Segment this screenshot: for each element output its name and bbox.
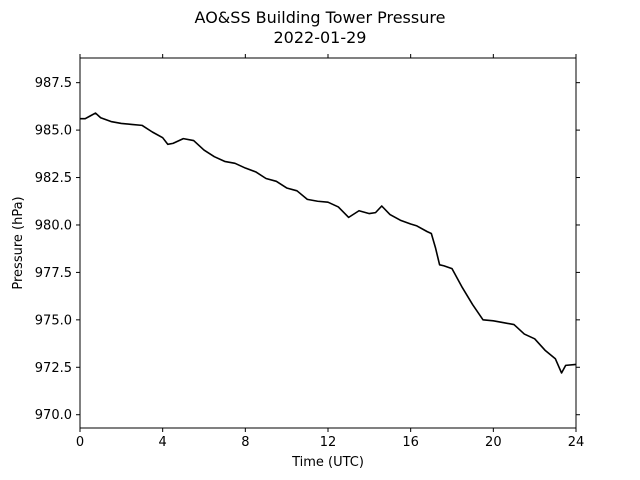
- x-tick-label: 12: [320, 435, 337, 450]
- chart-subtitle: 2022-01-29: [273, 28, 367, 47]
- x-tick-label: 16: [402, 435, 419, 450]
- y-tick-label: 977.5: [35, 266, 72, 281]
- x-tick-label: 0: [76, 435, 84, 450]
- y-axis-label: Pressure (hPa): [11, 196, 26, 289]
- y-tick-label: 987.5: [35, 76, 72, 91]
- chart-title: AO&SS Building Tower Pressure: [194, 8, 446, 27]
- x-tick-label: 20: [485, 435, 502, 450]
- y-tick-label: 985.0: [35, 124, 72, 139]
- y-tick-label: 982.5: [35, 171, 72, 186]
- y-tick-label: 970.0: [35, 408, 72, 423]
- y-tick-label: 972.5: [35, 361, 72, 376]
- x-tick-label: 24: [568, 435, 585, 450]
- x-tick-label: 8: [241, 435, 249, 450]
- y-tick-label: 980.0: [35, 218, 72, 233]
- x-axis-label: Time (UTC): [291, 455, 364, 470]
- plot-frame: [79, 57, 577, 429]
- x-tick-label: 4: [159, 435, 167, 450]
- y-tick-label: 975.0: [35, 313, 72, 328]
- pressure-series-line: [80, 112, 577, 374]
